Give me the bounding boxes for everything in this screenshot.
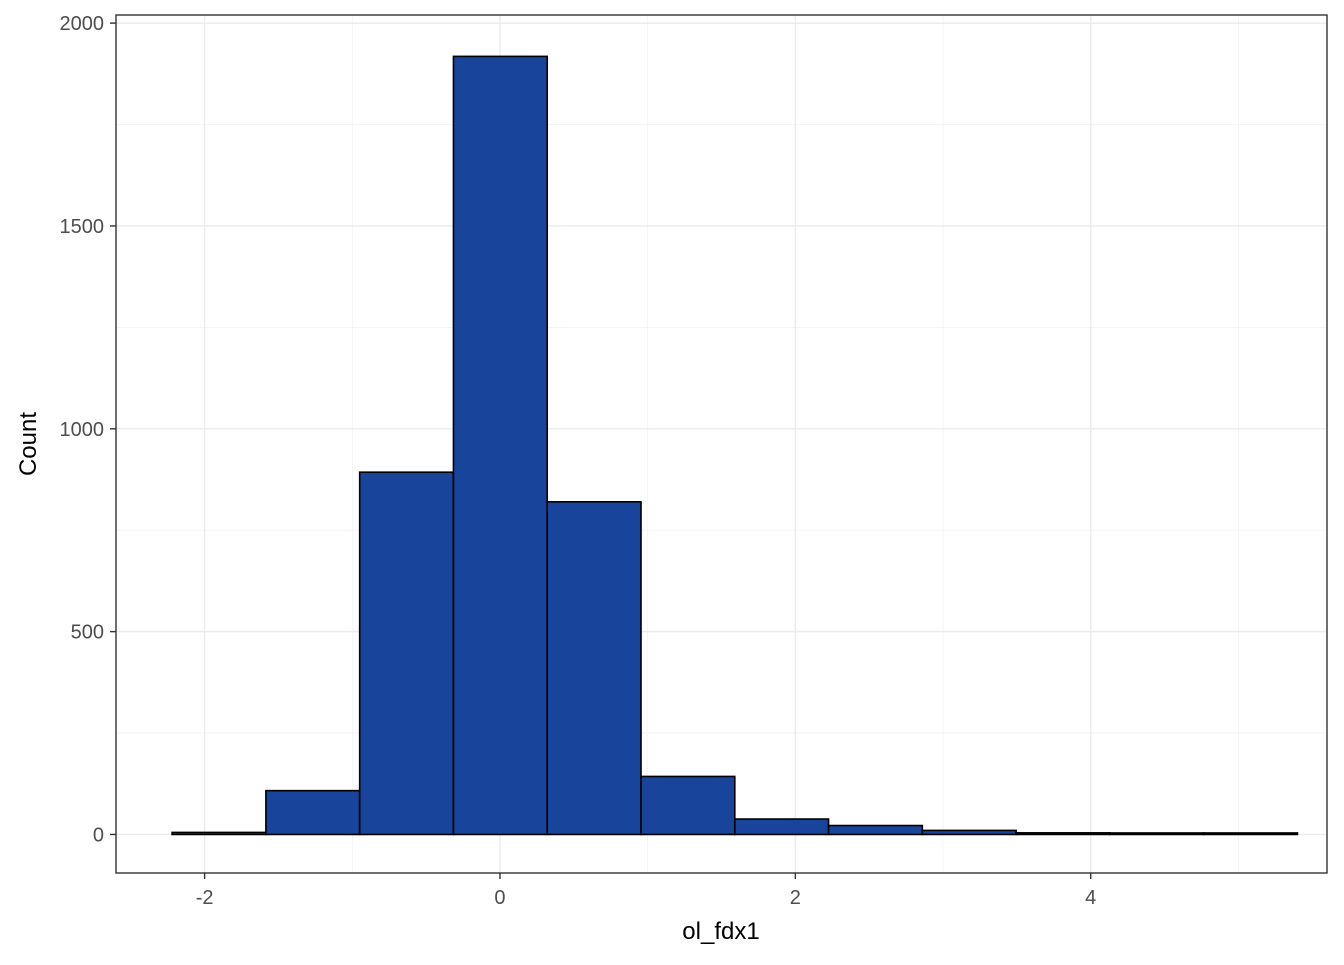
x-tick-label: 2	[790, 887, 801, 909]
x-axis-title: ol_fdx1	[682, 918, 759, 945]
histogram-bar	[733, 818, 830, 836]
histogram-bar	[1109, 832, 1205, 836]
histogram-bar	[1015, 832, 1111, 836]
y-tick-label: 0	[93, 824, 104, 846]
x-tick-label: -2	[196, 887, 214, 909]
x-tick-label: 4	[1085, 887, 1096, 909]
x-tick-label: 0	[494, 887, 505, 909]
histogram-bar	[921, 829, 1017, 836]
histogram-bar	[265, 789, 361, 836]
y-tick-label: 1000	[60, 419, 105, 441]
histogram-bars	[171, 55, 1299, 836]
minor-gridlines	[116, 15, 1327, 873]
y-tick-label: 2000	[60, 13, 105, 35]
y-tick-label: 1500	[60, 216, 105, 238]
panel-border	[115, 14, 1328, 874]
histogram-bar	[358, 471, 455, 836]
histogram-bar	[171, 831, 267, 836]
y-tick-label: 500	[71, 622, 104, 644]
plot-background	[116, 15, 1327, 873]
histogram-bar	[827, 824, 924, 836]
x-axis-ticks: -2 0 2 4	[196, 873, 1096, 909]
y-axis-ticks: 0 500 1000 1500 2000	[60, 13, 116, 846]
histogram-bar	[1202, 832, 1299, 836]
histogram-bar	[546, 501, 642, 836]
histogram-bar	[640, 775, 736, 836]
histogram-bar	[452, 55, 549, 836]
y-axis-title: Count	[15, 412, 42, 476]
